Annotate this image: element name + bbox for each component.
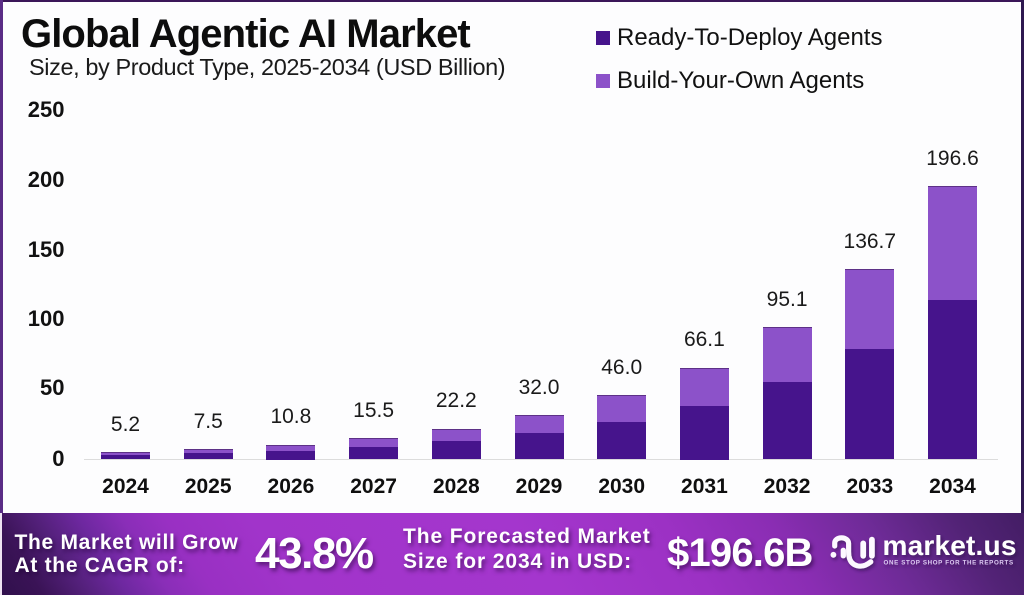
- svg-text:market.us: market.us: [883, 530, 1017, 561]
- svg-text:ONE STOP SHOP FOR THE REPORTS: ONE STOP SHOP FOR THE REPORTS: [884, 559, 1014, 566]
